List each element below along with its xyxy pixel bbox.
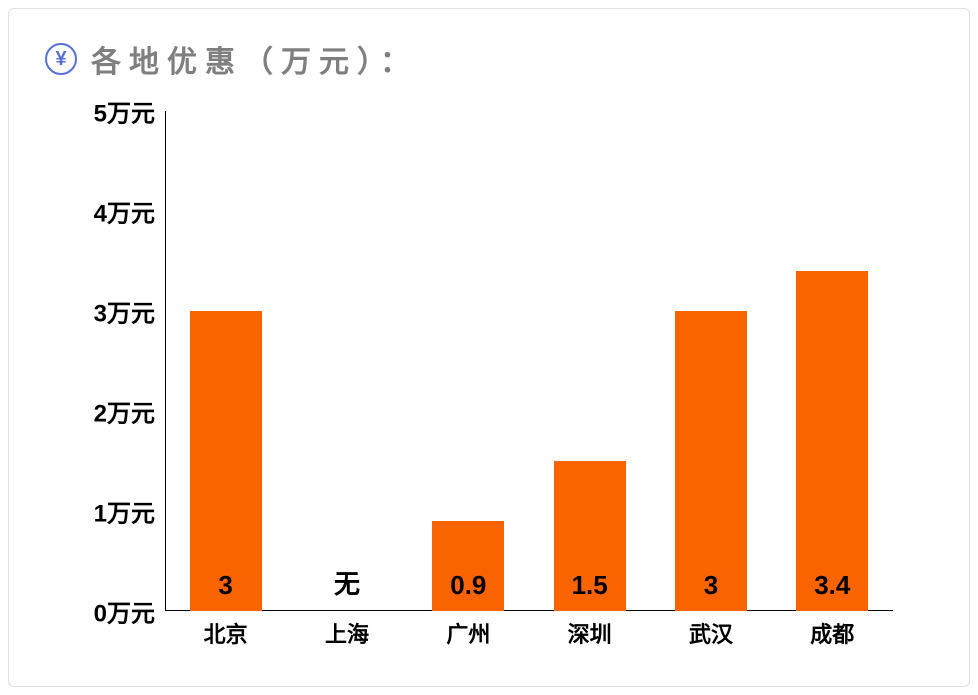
chart-card: ¥ 各地优惠（万元）： 0万元1万元2万元3万元4万元5万元 3无0.91.53…: [8, 8, 970, 687]
x-tick-label: 成都: [772, 617, 893, 649]
chart-header: ¥ 各地优惠（万元）：: [45, 37, 933, 81]
y-tick-label: 1万元: [45, 494, 155, 529]
x-tick-label: 武汉: [650, 617, 771, 649]
y-tick-label: 4万元: [45, 194, 155, 229]
bar-value-label: 3: [218, 570, 232, 601]
yen-icon: ¥: [45, 43, 77, 75]
bars-container: 3 无 0.9 1.5 3 3.4: [165, 111, 893, 611]
bar-slot: 3: [650, 111, 771, 611]
x-labels: 北京上海广州深圳武汉成都: [165, 617, 893, 649]
chart-title: 各地优惠（万元）：: [91, 37, 418, 81]
y-tick-label: 2万元: [45, 394, 155, 429]
x-tick-label: 北京: [165, 617, 286, 649]
bar: 1.5: [554, 461, 626, 611]
bar-slot: 0.9: [408, 111, 529, 611]
x-tick-label: 广州: [408, 617, 529, 649]
y-tick-label: 0万元: [45, 594, 155, 629]
bar: 3: [190, 311, 262, 611]
y-axis: 0万元1万元2万元3万元4万元5万元: [45, 111, 155, 611]
bar-value-label: 0.9: [450, 570, 486, 601]
bar: 3.4: [796, 271, 868, 611]
y-tick-label: 5万元: [45, 94, 155, 129]
bar-value-label: 3.4: [814, 570, 850, 601]
bar-value-label: 3: [704, 570, 718, 601]
bar-value-label: 无: [334, 564, 360, 601]
bar: 3: [675, 311, 747, 611]
x-tick-label: 深圳: [529, 617, 650, 649]
bar: 0.9: [432, 521, 504, 611]
bar-slot: 3: [165, 111, 286, 611]
bar-slot: 3.4: [772, 111, 893, 611]
bar-slot: 无: [286, 111, 407, 611]
bar-slot: 1.5: [529, 111, 650, 611]
chart-area: 0万元1万元2万元3万元4万元5万元 3无0.91.533.4 北京上海广州深圳…: [45, 111, 933, 671]
y-tick-label: 3万元: [45, 294, 155, 329]
bar-value-label: 1.5: [572, 570, 608, 601]
x-tick-label: 上海: [286, 617, 407, 649]
